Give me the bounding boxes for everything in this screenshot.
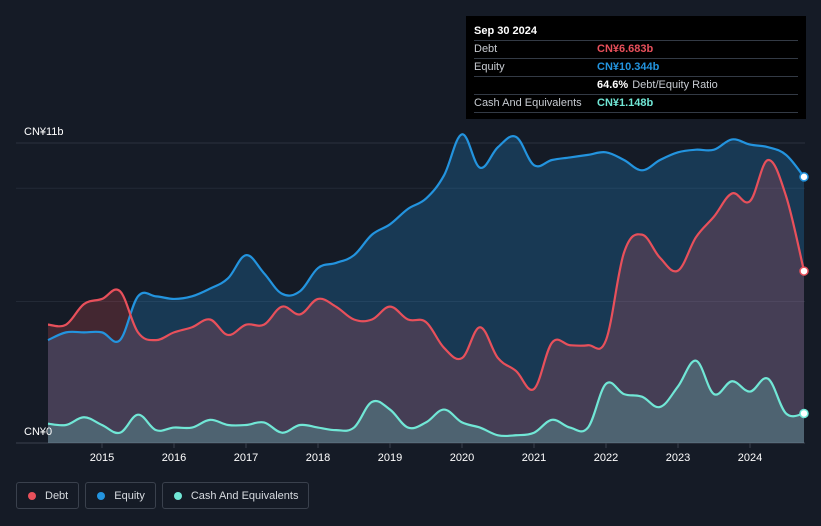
debt-area	[48, 159, 804, 444]
cash-and-equivalents-area	[48, 360, 804, 443]
tooltip-value: CN¥1.148b	[597, 97, 654, 109]
tooltip-row-ratio: 64.6% Debt/Equity Ratio	[474, 77, 798, 95]
y-axis-max-label: CN¥11b	[24, 126, 64, 138]
legend-dot-icon	[173, 491, 182, 500]
x-tick-label: 2022	[594, 452, 618, 464]
tooltip-label: Cash And Equivalents	[474, 97, 582, 109]
legend-label: Cash And Equivalents	[190, 489, 299, 502]
tooltip-label: Equity	[474, 61, 505, 73]
legend-item-cash[interactable]: Cash And Equivalents	[161, 482, 310, 509]
x-tick-label: 2016	[162, 452, 186, 464]
legend-dot-icon	[97, 491, 106, 500]
legend-dot-icon	[28, 491, 36, 500]
tooltip-value: 64.6%	[597, 79, 629, 91]
tooltip-date: Sep 30 2024	[474, 23, 798, 41]
legend-item-debt[interactable]: Debt	[16, 482, 80, 509]
legend-label: Debt	[45, 489, 69, 502]
chart-legend: Debt Equity Cash And Equivalents	[16, 482, 310, 509]
debt-line	[47, 158, 806, 391]
debt-end-marker[interactable]	[799, 266, 809, 276]
equity-end-marker[interactable]	[799, 172, 809, 182]
legend-item-equity[interactable]: Equity	[85, 482, 156, 509]
x-tick-label: 2019	[378, 452, 402, 464]
y-axis-min-label: CN¥0	[24, 426, 52, 438]
tooltip-row-cash: Cash And Equivalents CN¥1.148b	[474, 95, 798, 113]
data-tooltip: Sep 30 2024 Debt CN¥6.683b Equity CN¥10.…	[466, 16, 806, 119]
x-tick-label: 2018	[306, 452, 330, 464]
tooltip-row-equity: Equity CN¥10.344b	[474, 59, 798, 77]
equity-area	[48, 134, 804, 443]
x-tick-label: 2023	[666, 452, 690, 464]
tooltip-label: Debt	[474, 43, 498, 55]
x-tick-label: 2021	[522, 452, 546, 464]
x-tick-label: 2017	[234, 452, 258, 464]
x-tick-label: 2020	[450, 452, 474, 464]
tooltip-ratio-label: Debt/Equity Ratio	[632, 79, 718, 91]
cash-and-equivalents-end-marker[interactable]	[799, 408, 809, 419]
x-tick-label: 2024	[738, 452, 762, 464]
tooltip-row-debt: Debt CN¥6.683b	[474, 41, 798, 59]
tooltip-label	[474, 77, 597, 94]
cash-and-equivalents-line	[47, 359, 805, 438]
tooltip-value: CN¥10.344b	[597, 61, 660, 73]
tooltip-value: CN¥6.683b	[597, 43, 654, 55]
equity-line	[47, 133, 805, 343]
legend-label: Equity	[114, 489, 145, 502]
x-tick-label: 2015	[90, 452, 114, 464]
